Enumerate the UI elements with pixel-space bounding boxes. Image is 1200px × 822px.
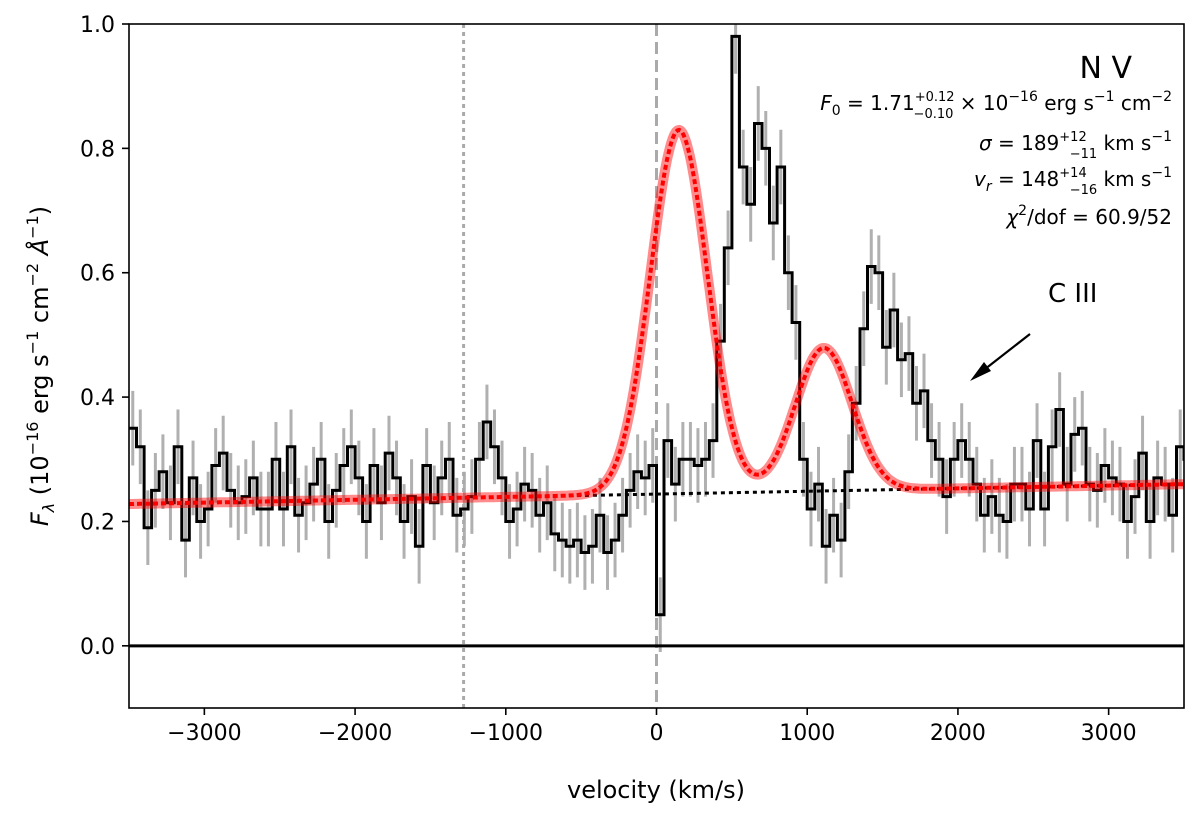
y-tick-label: 1.0	[80, 13, 115, 38]
c3-arrow	[979, 333, 1031, 374]
y-axis-label: Fλ (10−16 erg s−1 cm−2 Å−1)	[23, 206, 58, 526]
model-band	[129, 124, 1184, 509]
c3-arrow-head	[970, 362, 991, 381]
x-tick-label: −1000	[469, 721, 543, 746]
x-tick-label: 1000	[779, 721, 835, 746]
y-tick-label: 0.6	[80, 262, 115, 287]
flux-annotation: F0 = 1.71+0.12 −0.10 × 10−16 erg s−1 cm−2	[820, 89, 1172, 122]
y-tick-label: 0.4	[80, 386, 115, 411]
data-step-line	[129, 34, 1184, 617]
x-tick-label: 0	[650, 721, 664, 746]
x-tick-label: −2000	[318, 721, 392, 746]
x-axis-ticks: −3000 −2000 −1000 0 1000 2000 3000	[167, 708, 1137, 746]
y-tick-label: 0.0	[80, 635, 115, 660]
x-tick-label: −3000	[167, 721, 241, 746]
vr-annotation: vr = 148+14 −16 km s−1	[974, 165, 1172, 198]
line-name-title: N V	[1080, 51, 1133, 86]
x-tick-label: 2000	[930, 721, 986, 746]
sigma-annotation: σ = 189+12 −11 km s−1	[979, 129, 1172, 162]
x-axis-label: velocity (km/s)	[567, 776, 745, 804]
y-axis-ticks: 0.0 0.2 0.4 0.6 0.8 1.0	[80, 13, 129, 660]
reference-lines	[462, 24, 658, 708]
x-tick-label: 3000	[1081, 721, 1137, 746]
y-tick-label: 0.8	[80, 137, 115, 162]
chi-annotation: χ2/dof = 60.9/52	[1005, 203, 1172, 229]
data-series	[129, 34, 1184, 617]
c3-label: C III	[1048, 279, 1097, 309]
y-tick-label: 0.2	[80, 510, 115, 535]
model-series	[129, 124, 1184, 509]
